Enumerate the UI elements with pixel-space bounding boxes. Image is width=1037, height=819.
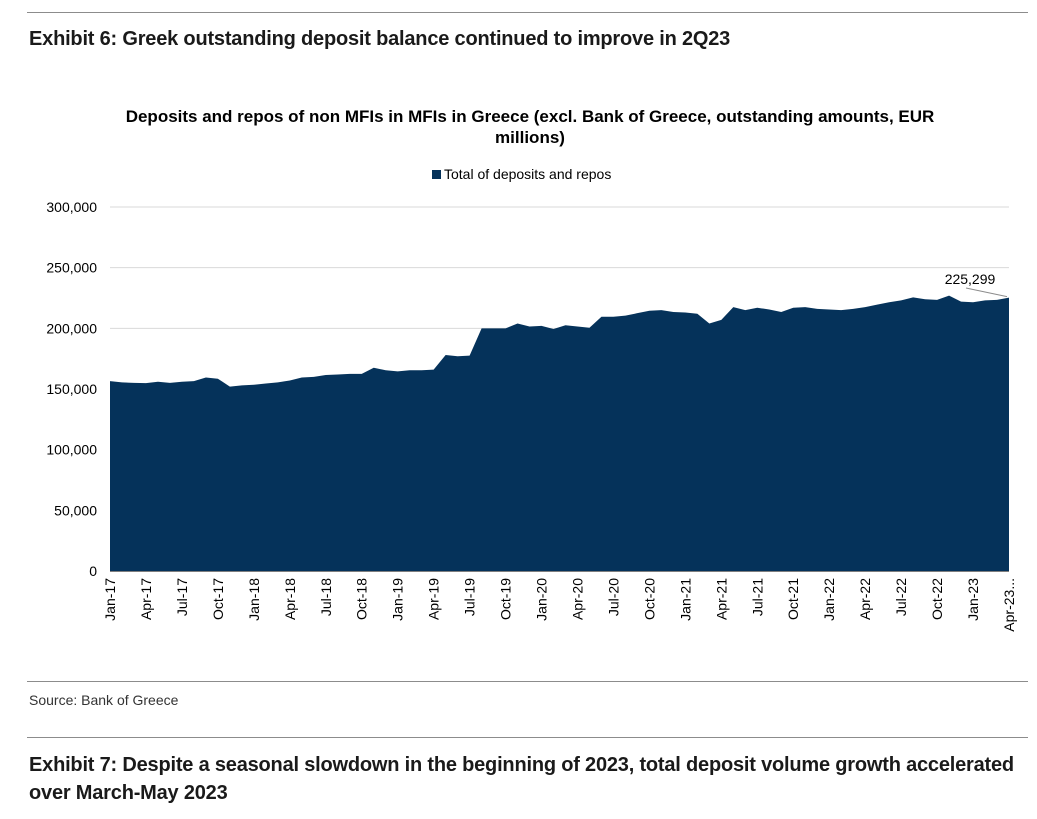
x-tick-label: Jan-18 xyxy=(246,578,262,621)
x-tick-label: Jul-17 xyxy=(174,578,190,616)
x-tick-label: Jan-20 xyxy=(534,578,550,621)
chart-title: Deposits and repos of non MFIs in MFIs i… xyxy=(125,107,935,147)
annotation-label: 225,299 xyxy=(945,271,996,287)
x-tick-label: Oct-18 xyxy=(354,578,370,620)
x-tick-label: Oct-20 xyxy=(641,578,657,620)
x-tick-label: Apr-21 xyxy=(713,578,729,620)
x-tick-label: Oct-17 xyxy=(210,578,226,620)
x-tick-label: Oct-22 xyxy=(929,578,945,620)
x-tick-label: Apr-18 xyxy=(282,578,298,620)
y-tick-label: 250,000 xyxy=(46,260,97,276)
series-area xyxy=(110,295,1009,571)
x-tick-label: Apr-22 xyxy=(857,578,873,620)
source-note: Source: Bank of Greece xyxy=(29,692,179,708)
x-tick-label: Jul-20 xyxy=(605,578,621,616)
x-tick-label: Apr-17 xyxy=(138,578,154,620)
x-tick-label: Oct-19 xyxy=(498,578,514,620)
y-tick-label: 0 xyxy=(89,563,97,579)
exhibit-6-title: Exhibit 6: Greek outstanding deposit bal… xyxy=(29,28,731,50)
chart-legend: Total of deposits and repos xyxy=(432,166,611,182)
annotation-leader-line xyxy=(965,287,1008,298)
x-tick-label: Apr-20 xyxy=(569,578,585,620)
source-rule xyxy=(27,681,1028,682)
y-tick-label: 100,000 xyxy=(46,442,97,458)
y-tick-label: 50,000 xyxy=(54,502,97,518)
legend-label: Total of deposits and repos xyxy=(444,166,612,182)
exhibit-7-rule xyxy=(27,737,1028,738)
exhibit-7-title: Exhibit 7: Despite a seasonal slowdown i… xyxy=(29,754,1014,804)
top-rule xyxy=(27,12,1028,13)
x-tick-label: Jan-23 xyxy=(965,578,981,621)
x-tick-label: Jul-19 xyxy=(462,578,478,616)
x-tick-label: Jul-18 xyxy=(318,578,334,616)
x-tick-label: Apr-19 xyxy=(426,578,442,620)
y-tick-label: 300,000 xyxy=(46,199,97,215)
x-tick-label: Apr-23... xyxy=(1001,578,1017,632)
x-tick-label: Oct-21 xyxy=(785,578,801,620)
x-tick-label: Jan-22 xyxy=(821,578,837,621)
y-tick-label: 150,000 xyxy=(46,381,97,397)
y-tick-label: 200,000 xyxy=(46,320,97,336)
legend-swatch xyxy=(432,169,441,179)
x-tick-label: Jul-22 xyxy=(893,578,909,616)
x-tick-label: Jul-21 xyxy=(749,578,765,616)
x-tick-label: Jan-19 xyxy=(390,578,406,621)
x-tick-label: Jan-17 xyxy=(102,578,118,621)
x-tick-label: Jan-21 xyxy=(677,578,693,621)
